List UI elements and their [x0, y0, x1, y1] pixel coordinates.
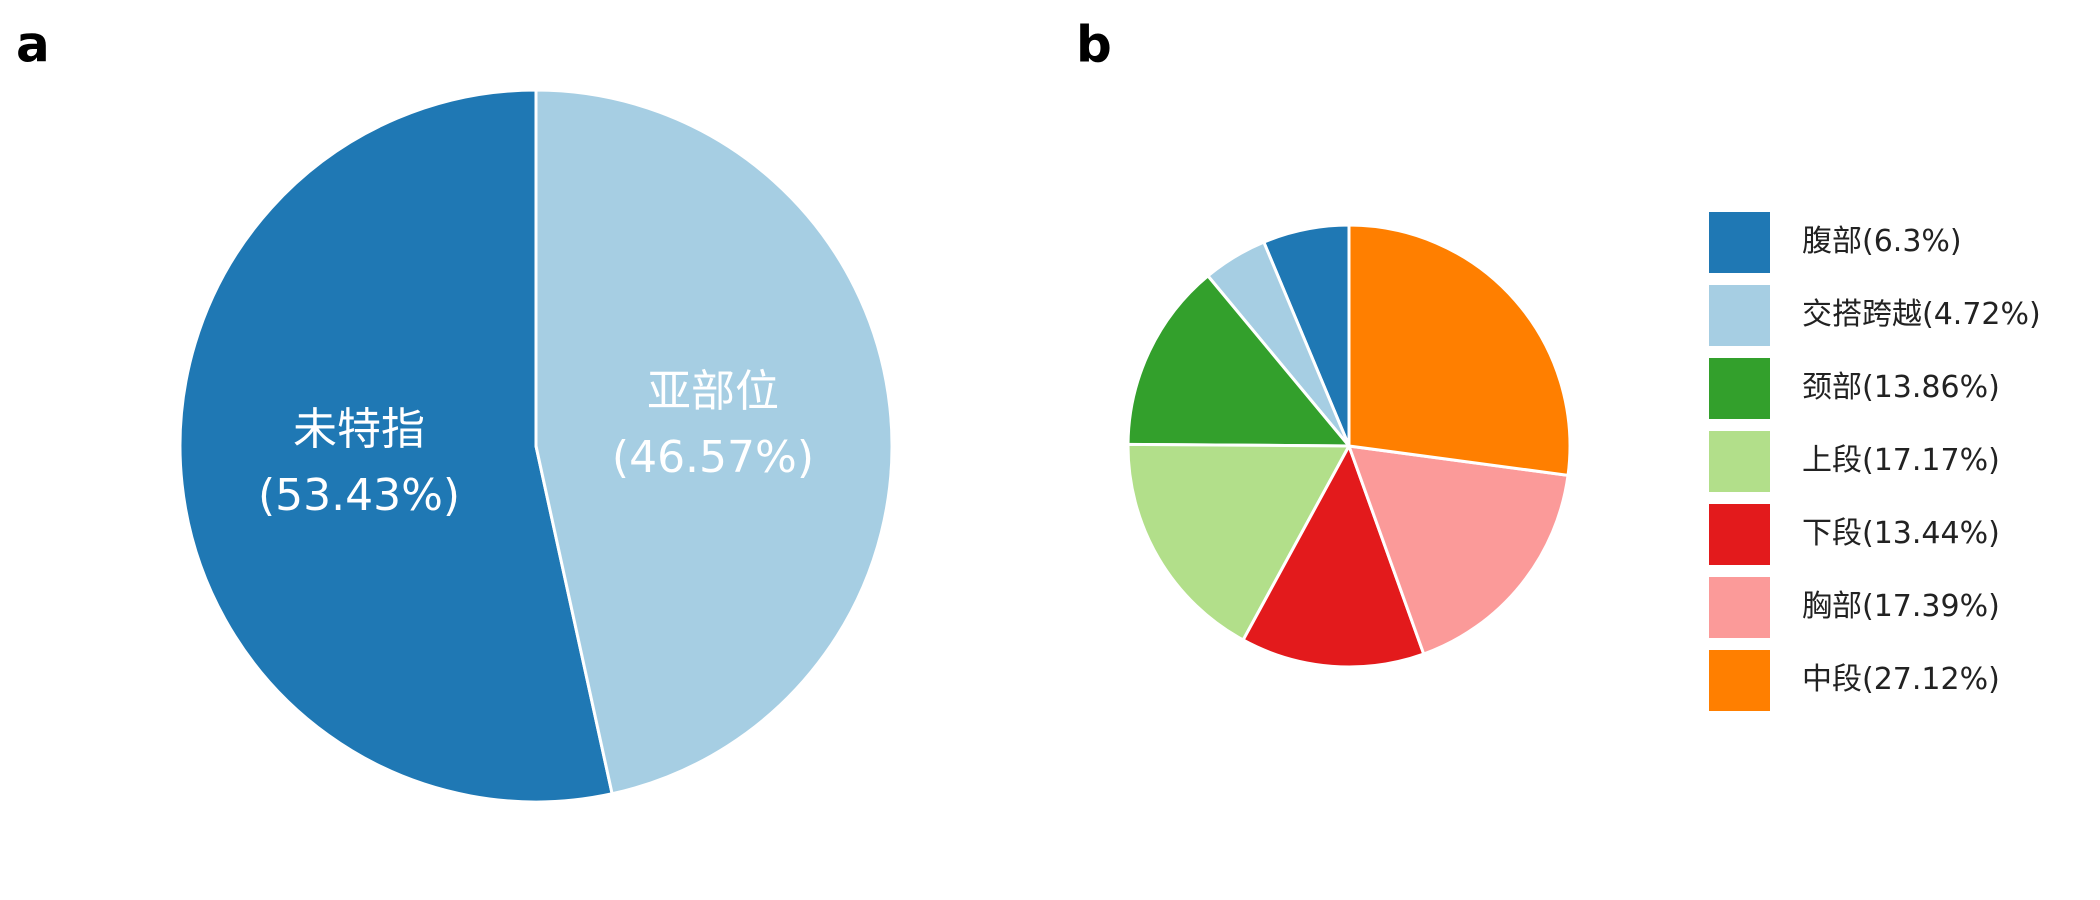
legend-swatch — [1709, 650, 1770, 711]
legend-swatch — [1709, 504, 1770, 565]
pie-slice — [1347, 223, 1572, 478]
legend-swatch — [1709, 358, 1770, 419]
legend-label: 上段(17.17%) — [1802, 443, 2000, 478]
legend-label: 腹部(6.3%) — [1802, 224, 1962, 259]
legend-swatch — [1709, 212, 1770, 273]
slice-value-label: (46.57%) — [612, 432, 814, 483]
pie-slice — [534, 88, 894, 796]
pie-slice — [1346, 444, 1570, 656]
panel-label: b — [1076, 16, 1112, 74]
slice-value-label: (53.43%) — [258, 470, 460, 521]
legend-swatch — [1709, 577, 1770, 638]
pie-slice — [1241, 442, 1426, 669]
legend-swatch — [1709, 285, 1770, 346]
slice-label: 亚部位 — [647, 366, 779, 417]
legend-label: 交搭跨越(4.72%) — [1802, 297, 2041, 332]
pie-slice — [178, 88, 614, 804]
slice-label: 未特指 — [293, 404, 425, 455]
legend-label: 颈部(13.86%) — [1802, 370, 2000, 405]
panel-label: a — [16, 16, 50, 74]
legend-label: 下段(13.44%) — [1802, 516, 2000, 551]
pie-slice — [1126, 442, 1352, 643]
pie-slice — [1126, 273, 1353, 448]
legend-swatch — [1709, 431, 1770, 492]
legend-label: 中段(27.12%) — [1802, 662, 2000, 697]
legend-label: 胸部(17.39%) — [1802, 589, 2000, 624]
